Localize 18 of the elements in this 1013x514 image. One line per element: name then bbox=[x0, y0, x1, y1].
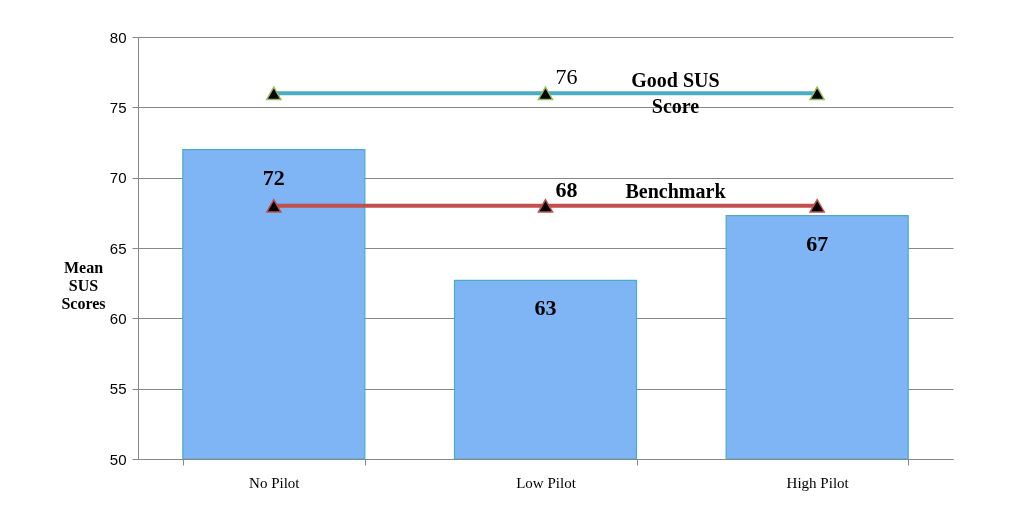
data-label: 72 bbox=[262, 164, 285, 190]
y-tick-label: 75 bbox=[109, 98, 127, 116]
x-tick-label: Low Pilot bbox=[516, 474, 577, 491]
data-label: 68 bbox=[555, 176, 578, 202]
series-label: Good SUS Score bbox=[631, 69, 720, 118]
y-tick-label: 50 bbox=[109, 450, 127, 468]
y-tick-label: 70 bbox=[109, 169, 127, 187]
series-label: Benchmark bbox=[625, 179, 727, 202]
y-tick-label: 80 bbox=[109, 28, 127, 46]
x-tick-label: No Pilot bbox=[249, 474, 301, 491]
y-tick-label: 55 bbox=[109, 380, 127, 398]
y-tick-label: 65 bbox=[109, 239, 127, 257]
x-tick-label: High Pilot bbox=[786, 474, 850, 491]
y-tick-label: 60 bbox=[109, 309, 127, 327]
data-label: 76 bbox=[555, 64, 578, 90]
y-axis-title: Mean SUS Scores bbox=[61, 258, 106, 312]
data-label: 67 bbox=[806, 230, 829, 256]
data-label: 63 bbox=[534, 295, 557, 321]
